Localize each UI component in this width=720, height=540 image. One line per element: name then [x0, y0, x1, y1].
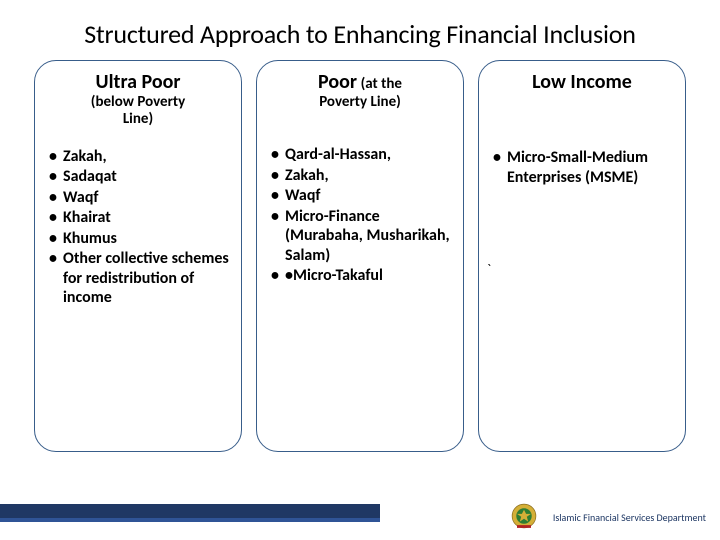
list-item: Zakah,: [267, 166, 453, 186]
item-list: Micro-Small-Medium Enterprises (MSME): [487, 148, 677, 187]
footer-text: Islamic Financial Services Department: [553, 511, 706, 524]
column-poor: Poor (at the Poverty Line) Qard-al-Hassa…: [256, 60, 464, 452]
list-item: Other collective schemes for redistribut…: [45, 249, 231, 308]
footer-bar: [0, 504, 380, 518]
header-sub-inline: (at the: [361, 75, 402, 93]
list-item: Khumus: [45, 229, 231, 249]
list-item: Waqf: [45, 188, 231, 208]
columns-container: Ultra Poor (below Poverty Line) Zakah, S…: [0, 60, 720, 452]
stray-tick: `: [487, 261, 491, 278]
list-item: Sadaqat: [45, 167, 231, 187]
header-sub2: Line): [43, 111, 233, 128]
list-item: Zakah,: [45, 147, 231, 167]
column-header: Poor (at the Poverty Line): [265, 71, 455, 111]
footer-logo-icon: [510, 502, 538, 530]
list-item: Waqf: [267, 186, 453, 206]
column-header: Low Income: [487, 71, 677, 94]
header-main: Low Income: [487, 71, 677, 94]
list-item: Micro-Small-Medium Enterprises (MSME): [489, 148, 675, 187]
list-item: Khairat: [45, 208, 231, 228]
header-main: Ultra Poor: [43, 71, 233, 94]
header-sub2: Poverty Line): [265, 94, 455, 111]
list-item: Micro-Finance (Murabaha, Musharikah, Sal…: [267, 207, 453, 266]
list-item: Qard-al-Hassan,: [267, 145, 453, 165]
header-sub: (below Poverty: [43, 94, 233, 111]
header-main: Poor: [318, 70, 357, 94]
slide-title: Structured Approach to Enhancing Financi…: [0, 0, 720, 60]
header-line1: Poor (at the: [265, 71, 455, 94]
column-header: Ultra Poor (below Poverty Line): [43, 71, 233, 129]
footer-bar-accent: [0, 518, 380, 522]
list-item: •Micro-Takaful: [267, 266, 453, 286]
item-list: Zakah, Sadaqat Waqf Khairat Khumus Other…: [43, 147, 233, 308]
column-ultra-poor: Ultra Poor (below Poverty Line) Zakah, S…: [34, 60, 242, 452]
item-list: Qard-al-Hassan, Zakah, Waqf Micro-Financ…: [265, 145, 455, 286]
column-low-income: Low Income Micro-Small-Medium Enterprise…: [478, 60, 686, 452]
